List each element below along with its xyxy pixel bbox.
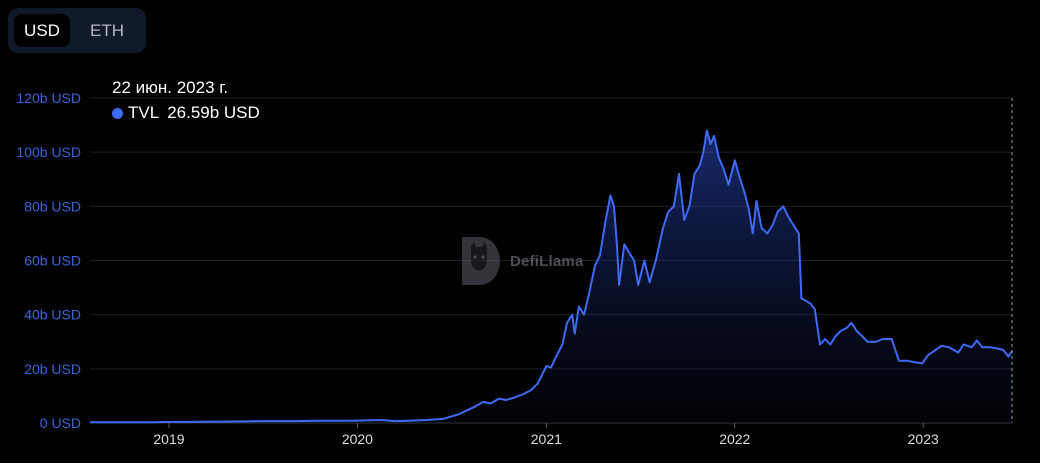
chart-tooltip: 22 июн. 2023 г. TVL 26.59b USD <box>112 77 260 124</box>
y-tick-label: 120b USD <box>16 90 81 106</box>
tooltip-series-name: TVL <box>128 103 160 122</box>
y-tick-label: 100b USD <box>16 144 81 160</box>
defillama-watermark: DefiLlama <box>458 235 584 287</box>
tooltip-series-row: TVL 26.59b USD <box>112 102 260 124</box>
x-tick-label: 2019 <box>153 431 184 447</box>
y-tick-label: 40b USD <box>24 307 81 323</box>
tvl-series-line <box>90 129 1013 424</box>
currency-toggle: USD ETH <box>8 8 146 53</box>
y-tick-label: 80b USD <box>24 198 81 214</box>
x-tick-label: 2022 <box>719 431 750 447</box>
llama-logo-icon <box>462 237 500 285</box>
watermark-text: DefiLlama <box>510 252 584 270</box>
series-color-dot-icon <box>112 107 123 119</box>
tooltip-value: 26.59b USD <box>167 103 260 122</box>
x-tick-label: 2023 <box>908 431 939 447</box>
eth-toggle-button[interactable]: ETH <box>90 20 124 40</box>
usd-toggle-button[interactable]: USD <box>14 14 70 47</box>
tvl-area-fill <box>90 130 1012 423</box>
x-tick-label: 2021 <box>531 431 562 447</box>
y-tick-label: 60b USD <box>24 253 81 269</box>
tooltip-date: 22 июн. 2023 г. <box>112 78 229 97</box>
y-tick-label: 0 USD <box>40 415 81 431</box>
x-tick-label: 2020 <box>342 431 373 447</box>
y-tick-label: 20b USD <box>24 361 81 377</box>
